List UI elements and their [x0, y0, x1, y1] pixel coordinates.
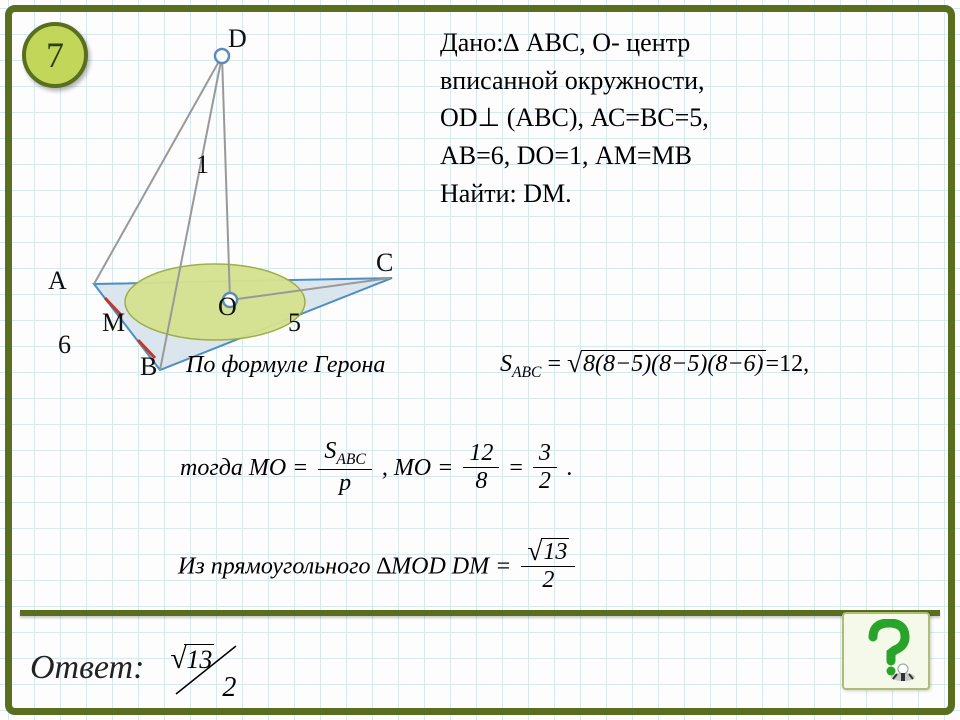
- label-m: М: [102, 308, 125, 338]
- mo-line: тогда МО = SABC p , МО = 12 8 = 3 2 .: [180, 440, 573, 499]
- given-prefix: Дано:: [440, 28, 503, 57]
- heron-result: =12,: [766, 351, 810, 377]
- mo-f3-den: 2: [533, 467, 557, 495]
- question-mark-icon: [851, 619, 921, 683]
- answer-label: Ответ:: [30, 649, 144, 686]
- divider: [20, 610, 940, 616]
- given-line-2: вписанной окружности,: [440, 62, 940, 100]
- heron-eq1: =: [547, 351, 561, 377]
- problem-number-badge: 7: [22, 22, 88, 88]
- given-line1-rest: АВС, О- центр: [519, 28, 690, 57]
- dm-label: Из прямоугольного ∆МОD DМ =: [178, 554, 511, 580]
- label-one: 1: [196, 150, 209, 180]
- problem-number: 7: [46, 34, 64, 76]
- heron-radicand: 8(8−5)(8−5)(8−6): [581, 350, 766, 378]
- hint-button[interactable]: [842, 612, 930, 690]
- mo-f2-num: 12: [463, 440, 499, 467]
- label-five: 5: [288, 308, 301, 338]
- mo-f3-num: 3: [533, 440, 557, 467]
- mo-tail: .: [567, 455, 573, 481]
- answer-num-rad: 13: [184, 644, 214, 675]
- given-line-3: ОD⊥ (АВС), АС=ВС=5,: [440, 99, 940, 137]
- mo-f1-den: p: [318, 469, 371, 497]
- given-line-5: Найти: DМ.: [440, 175, 940, 213]
- given-line-1: Дано:∆ АВС, О- центр: [440, 24, 940, 62]
- label-a: А: [48, 266, 67, 296]
- answer-row: Ответ: 13 2: [30, 640, 254, 709]
- dm-line: Из прямоугольного ∆МОD DМ = 13 2: [178, 540, 579, 596]
- label-d: D: [228, 24, 247, 54]
- mo-mid: , МО =: [382, 455, 454, 481]
- label-c: С: [376, 248, 393, 278]
- heron-formula: SABC = 8(8−5)(8−5)(8−6)=12,: [500, 350, 809, 382]
- answer-den: 2: [222, 672, 236, 704]
- heron-label: По формуле Герона: [186, 352, 385, 379]
- label-six: 6: [58, 330, 71, 360]
- mo-f1-num-sub: ABC: [336, 451, 365, 468]
- dm-den: 2: [521, 566, 575, 594]
- label-o: О: [218, 292, 237, 322]
- label-b: В: [140, 352, 157, 382]
- heron-s-sub: ABC: [512, 364, 541, 381]
- mo-f2-den: 8: [463, 467, 499, 495]
- mo-f1-num-sym: S: [324, 438, 336, 464]
- heron-s: S: [500, 351, 512, 377]
- given-block: Дано:∆ АВС, О- центр вписанной окружност…: [440, 24, 940, 212]
- dm-num-rad: 13: [541, 538, 569, 566]
- mo-label: тогда МО =: [180, 455, 308, 481]
- given-line-4: АВ=6, DО=1, АМ=МВ: [440, 137, 940, 175]
